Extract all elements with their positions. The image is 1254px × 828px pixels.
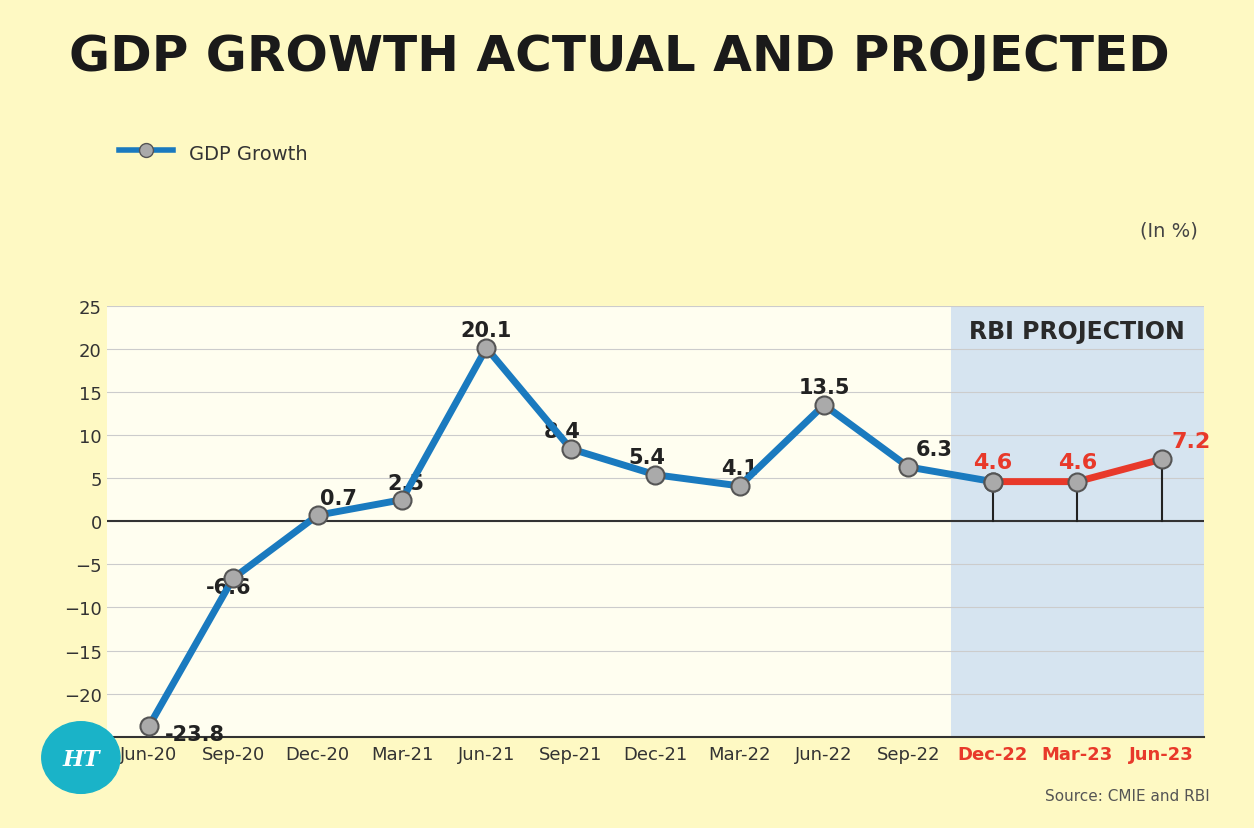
Text: 6.3: 6.3 (915, 440, 952, 460)
Text: 2.5: 2.5 (387, 474, 425, 493)
Text: Source: CMIE and RBI: Source: CMIE and RBI (1046, 788, 1210, 803)
Text: 4.6: 4.6 (1057, 453, 1097, 473)
Text: -23.8: -23.8 (166, 724, 226, 744)
Circle shape (41, 722, 120, 793)
Text: -6.6: -6.6 (206, 577, 252, 598)
Text: 7.2: 7.2 (1171, 432, 1211, 452)
Text: 20.1: 20.1 (460, 320, 512, 341)
Text: 5.4: 5.4 (628, 447, 666, 467)
Text: 4.6: 4.6 (973, 453, 1012, 473)
Text: 0.7: 0.7 (320, 489, 357, 508)
Text: RBI PROJECTION: RBI PROJECTION (969, 320, 1185, 344)
Text: (In %): (In %) (1140, 221, 1198, 240)
Text: 8.4: 8.4 (544, 421, 581, 441)
Text: 4.1: 4.1 (721, 459, 759, 479)
Text: HT: HT (63, 749, 99, 770)
Text: GDP GROWTH ACTUAL AND PROJECTED: GDP GROWTH ACTUAL AND PROJECTED (69, 33, 1170, 81)
Text: 13.5: 13.5 (799, 378, 850, 397)
Bar (951, 306, 1213, 737)
Legend: GDP Growth: GDP Growth (110, 135, 315, 171)
